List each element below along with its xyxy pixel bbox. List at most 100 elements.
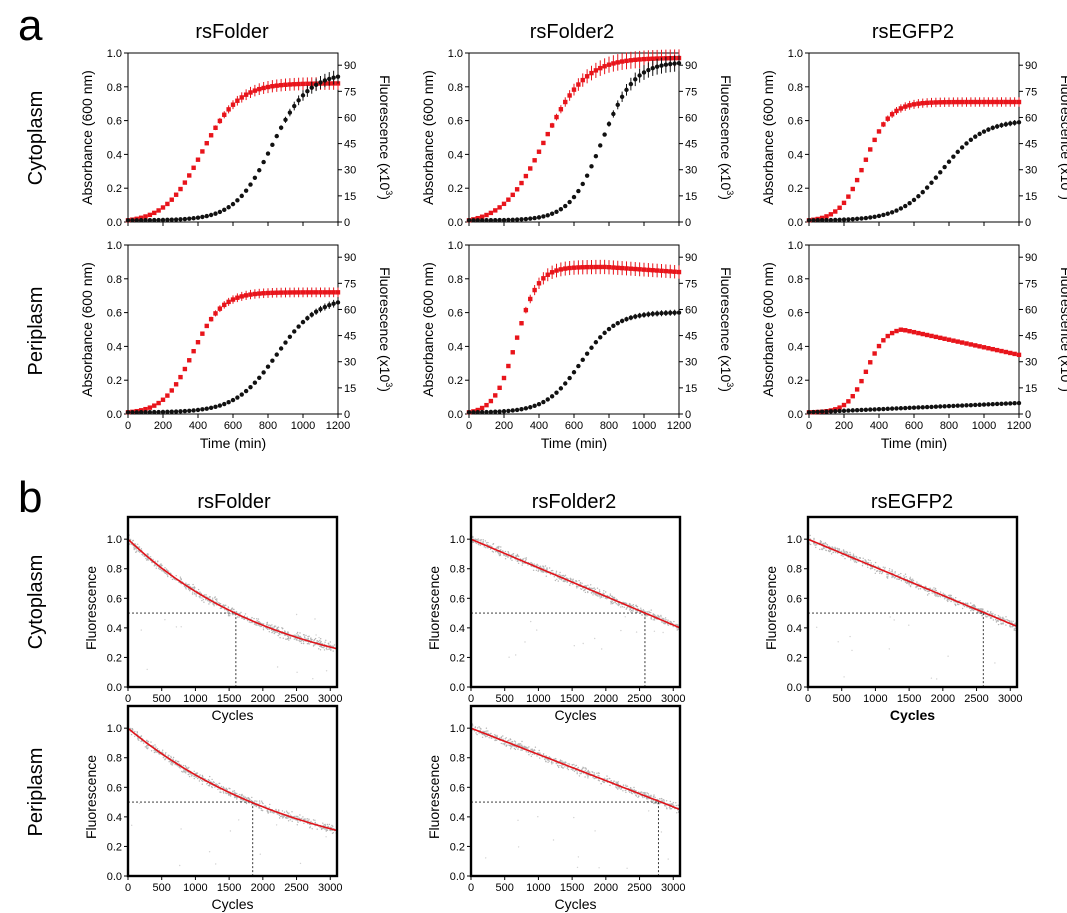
scatter-point <box>506 740 509 742</box>
scatter-point <box>485 857 487 859</box>
scatter-point <box>825 549 827 551</box>
absorbance-point <box>624 58 629 64</box>
fluorescence-point <box>283 340 288 345</box>
absorbance-point <box>589 264 594 270</box>
x-tick-label: 1000 <box>863 693 887 705</box>
absorbance-point <box>554 114 559 120</box>
scatter-point <box>810 543 812 546</box>
y-axis-label-right: Fluorescence (x103) <box>718 75 735 200</box>
fluorescence-point <box>973 402 978 408</box>
fluorescence-point <box>160 217 166 223</box>
fluorescence-point <box>466 410 472 415</box>
fluorescence-point <box>475 218 480 223</box>
scatter-point <box>187 773 189 776</box>
scatter-point <box>560 766 563 768</box>
scatter-point <box>665 805 667 807</box>
scatter-point <box>296 824 298 826</box>
scatter-point <box>314 618 316 620</box>
scatter-point <box>849 553 852 556</box>
absorbance-point <box>493 208 498 213</box>
y-tick-label: 1.0 <box>448 48 463 60</box>
scatter-point <box>202 598 205 601</box>
scatter-point <box>935 594 937 596</box>
fluorescence-point <box>654 311 660 316</box>
scatter-point <box>626 607 628 609</box>
scatter-point <box>653 619 656 621</box>
scatter-point <box>180 626 182 628</box>
scatter-point <box>1005 619 1007 621</box>
absorbance-point <box>506 363 511 369</box>
scatter-point <box>559 760 562 762</box>
scatter-point <box>209 775 211 778</box>
fluorescence-point <box>318 306 323 312</box>
absorbance-point <box>889 112 895 117</box>
scatter-point <box>518 743 520 745</box>
scatter-point <box>510 739 512 741</box>
scatter-point <box>675 802 677 804</box>
scatter-point <box>555 570 558 572</box>
scatter-point <box>587 777 589 779</box>
absorbance-point <box>265 290 271 296</box>
absorbance-point <box>898 327 904 332</box>
scatter-point <box>212 781 215 783</box>
scatter-point <box>166 574 169 576</box>
scatter-point <box>828 548 831 551</box>
fluorescence-point <box>528 216 533 221</box>
scatter-point <box>330 649 332 651</box>
scatter-point <box>278 817 281 819</box>
scatter-point <box>205 594 207 596</box>
scatter-point <box>642 796 644 799</box>
fluorescence-point <box>545 397 550 402</box>
scatter-point <box>676 812 678 814</box>
absorbance-point <box>563 99 568 105</box>
scatter-point <box>147 745 149 747</box>
fluorescence-point <box>270 358 275 363</box>
scatter-point <box>519 745 521 747</box>
fluorescence-point <box>134 410 139 415</box>
scatter-point <box>475 732 477 734</box>
scatter-point <box>985 615 987 618</box>
scatter-point <box>653 795 655 798</box>
scatter-point <box>573 763 575 766</box>
fluorescence-point <box>204 406 209 411</box>
absorbance-point <box>646 56 651 62</box>
scatter-point <box>320 638 322 640</box>
absorbance-point <box>841 200 847 206</box>
scatter-point <box>223 792 225 794</box>
scatter-point <box>195 595 197 597</box>
fluorescence-point <box>602 132 607 137</box>
scatter-point <box>251 621 253 624</box>
plot-frame <box>127 52 339 223</box>
scatter-point <box>552 762 554 764</box>
absorbance-point <box>633 266 638 272</box>
scatter-point <box>289 819 291 821</box>
fit-curve <box>127 538 338 650</box>
fluorescence-point <box>903 405 908 411</box>
scatter-point <box>214 597 216 599</box>
scatter-point <box>677 804 679 806</box>
fluorescence-point <box>471 410 476 415</box>
scatter-point <box>299 814 301 816</box>
scatter-point <box>256 800 258 802</box>
scatter-point <box>217 788 219 791</box>
scatter-point <box>503 553 505 556</box>
x-tick-label: 800 <box>940 420 958 432</box>
scatter-point <box>671 803 674 805</box>
scatter-point <box>645 792 647 794</box>
scatter-point <box>319 826 321 829</box>
scatter-point <box>181 770 183 773</box>
fluorescence-point <box>187 408 192 413</box>
scatter-point <box>658 798 661 800</box>
scatter-point <box>182 770 185 772</box>
scatter-point <box>961 607 964 610</box>
scatter-point <box>991 617 993 619</box>
scatter-point <box>287 820 290 822</box>
scatter-point <box>672 625 674 628</box>
scatter-point <box>244 613 247 615</box>
scatter-point <box>479 727 481 729</box>
scatter-point <box>309 827 311 829</box>
absorbance-point <box>160 205 166 210</box>
fluorescence-point <box>322 78 328 83</box>
absorbance-point <box>1016 352 1022 358</box>
scatter-point <box>235 796 238 799</box>
